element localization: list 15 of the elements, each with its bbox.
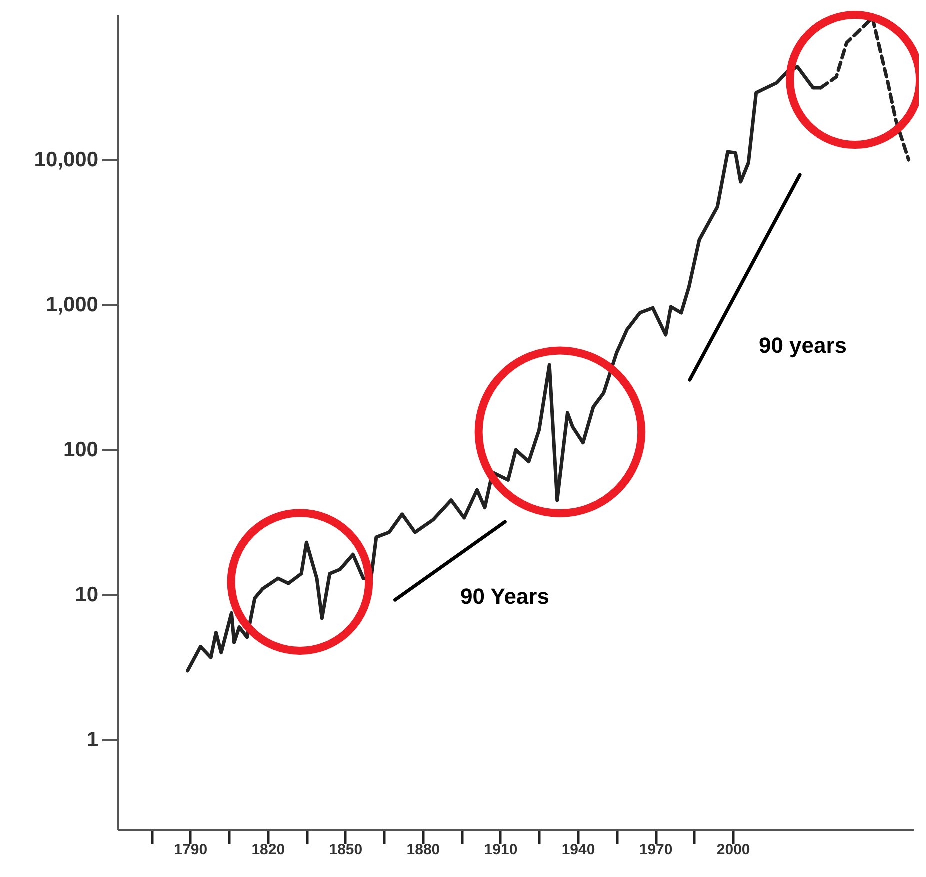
y-tick-label: 10 [75, 584, 98, 607]
x-tick-label: 1850 [329, 842, 363, 858]
y-tick-label: 1,000 [46, 294, 98, 317]
annotation: 90 Years [460, 584, 550, 609]
x-tick-label: 1880 [406, 842, 440, 858]
y-tick-label: 100 [63, 438, 98, 462]
x-tick-label: 1970 [639, 842, 673, 858]
annotation: 90 years [758, 333, 848, 358]
y-tick-label: 10,000 [34, 148, 98, 172]
x-tick-label: 2000 [716, 842, 750, 858]
x-tick-label: 1790 [174, 842, 208, 858]
y-tick-label: 1 [86, 728, 99, 752]
x-tick-label: 1910 [484, 842, 518, 858]
x-tick-label: 1820 [252, 842, 286, 858]
x-tick-label: 1940 [562, 842, 596, 858]
